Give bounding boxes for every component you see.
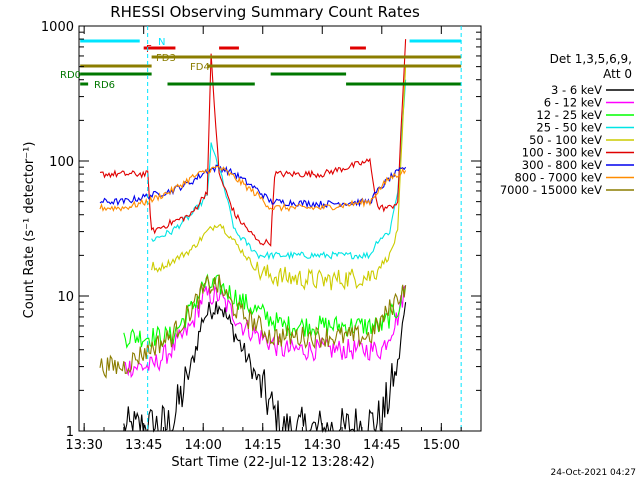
legend-subtitle: Att 0: [603, 67, 632, 81]
legend-title: Det 1,3,5,6,9,: [550, 52, 632, 66]
series-line-8: [99, 165, 407, 213]
flag-label-n: N: [158, 37, 165, 48]
x-tick-label-4: 14:15: [244, 438, 281, 453]
x-tick-label-5: 14:30: [304, 438, 341, 453]
legend-label-6: 100 - 300 keV: [522, 146, 602, 160]
x-tick-label-1: 13:30: [65, 438, 102, 453]
series-line-4: [151, 79, 407, 261]
series-line-6: [99, 39, 407, 247]
y-tick-label-3: 100: [49, 155, 74, 170]
chart-title: RHESSI Observing Summary Count Rates: [110, 3, 420, 21]
plot-content: NF FD3 FD4 RD0 RD6: [60, 26, 462, 433]
series-line-5: [151, 66, 407, 291]
series-line-1: [123, 301, 407, 433]
series-line-3: [123, 273, 407, 349]
y-tick-label-2: 10: [57, 290, 74, 305]
legend-label-1: 3 - 6 keV: [551, 83, 602, 97]
plot-frame: [78, 25, 482, 432]
y-tick-label-4: 1000: [41, 20, 74, 35]
legend-label-8: 800 - 7000 keV: [514, 171, 602, 185]
y-axis-label: Count Rate (s⁻¹ detector⁻¹): [22, 142, 37, 319]
axes: 13:30 13:45 14:00 14:15 14:30 14:45 15:00 1 10 10…: [41, 20, 482, 453]
x-axis-label: Start Time (22-Jul-12 13:28:42): [171, 455, 374, 470]
flag-label-fd3: FD3: [156, 53, 176, 64]
series-line-9: [99, 274, 407, 379]
series-line-7: [99, 164, 407, 209]
y-tick-label-1: 1: [66, 425, 74, 440]
legend-label-9: 7000 - 15000 keV: [500, 183, 602, 197]
legend-label-3: 12 - 25 keV: [536, 108, 602, 122]
timestamp: 24-Oct-2021 04:27: [551, 468, 636, 478]
flag-label-fd4: FD4: [190, 62, 210, 73]
x-tick-label-7: 15:00: [423, 438, 460, 453]
flag-label-rd0: RD0: [60, 70, 81, 81]
flag-label-f: F: [146, 44, 152, 55]
x-tick-label-2: 13:45: [125, 438, 162, 453]
x-tick-label-6: 14:45: [363, 438, 400, 453]
legend-label-4: 25 - 50 keV: [536, 121, 602, 135]
flag-label-rd6: RD6: [94, 80, 115, 91]
legend-label-2: 6 - 12 keV: [544, 96, 602, 110]
x-tick-label-3: 14:00: [184, 438, 221, 453]
legend-label-5: 50 - 100 keV: [529, 133, 602, 147]
legend-label-7: 300 - 800 keV: [522, 158, 602, 172]
